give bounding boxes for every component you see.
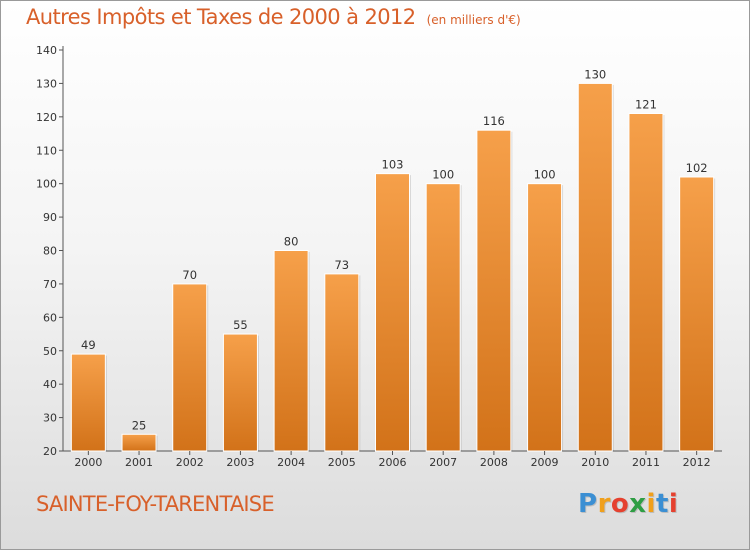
chart-unit: (en milliers d'€) (426, 13, 521, 27)
x-tick-label: 2007 (429, 456, 457, 469)
y-tick-label: 60 (43, 311, 57, 324)
bar (70, 353, 106, 452)
bar-value-label: 100 (432, 168, 454, 182)
bar (375, 173, 410, 452)
bar-value-label: 121 (635, 97, 657, 111)
x-tick-label: 2004 (277, 456, 305, 469)
logo-letter: i (646, 489, 656, 519)
bar (577, 82, 613, 452)
x-tick-label: 2001 (125, 456, 153, 469)
logo-letter: x (629, 489, 647, 519)
proxiti-logo: Proxiti (578, 489, 678, 519)
bar (121, 433, 157, 452)
bar (222, 333, 258, 452)
x-tick-label: 2003 (226, 456, 254, 469)
bar-value-label: 100 (534, 168, 556, 182)
bar-value-label: 102 (686, 161, 708, 175)
bar-value-label: 25 (132, 418, 147, 432)
y-tick-label: 100 (36, 178, 57, 191)
x-tick-label: 2010 (581, 456, 609, 469)
bar (425, 183, 461, 452)
bar (628, 112, 664, 452)
x-tick-label: 2002 (176, 456, 204, 469)
y-tick-label: 90 (43, 211, 57, 224)
logo-letter: r (597, 489, 611, 519)
bar-value-label: 116 (483, 114, 505, 128)
y-tick-label: 30 (43, 412, 57, 425)
bar-value-label: 55 (233, 318, 248, 332)
bar-value-label: 103 (382, 158, 404, 172)
y-tick-label: 110 (36, 144, 57, 157)
y-tick-label: 20 (43, 445, 57, 458)
bar (476, 129, 512, 452)
bar-value-label: 49 (81, 338, 96, 352)
x-tick-label: 2008 (480, 456, 508, 469)
y-tick-label: 50 (43, 345, 57, 358)
logo-letter: i (668, 489, 679, 519)
bar-value-label: 130 (584, 67, 606, 81)
logo-letter: t (655, 489, 669, 519)
bar (679, 176, 715, 452)
y-tick-label: 120 (36, 111, 57, 124)
y-tick-label: 70 (43, 278, 57, 291)
logo-letter: o (610, 489, 630, 519)
y-tick-label: 140 (36, 44, 57, 57)
bar (172, 283, 208, 452)
bar-value-label: 80 (284, 235, 299, 249)
x-tick-label: 2006 (379, 456, 407, 469)
bar-value-label: 70 (182, 268, 197, 282)
y-tick-label: 80 (43, 245, 57, 258)
chart-title-block: Autres Impôts et Taxes de 2000 à 2012 (e… (26, 5, 521, 29)
y-tick-label: 130 (36, 77, 57, 90)
x-tick-label: 2000 (74, 456, 102, 469)
x-tick-label: 2005 (328, 456, 356, 469)
bar (527, 183, 563, 452)
commune-name: SAINTE-FOY-TARENTAISE (36, 492, 275, 516)
x-tick-label: 2009 (531, 456, 559, 469)
y-tick-label: 40 (43, 378, 57, 391)
bar-value-label: 73 (334, 258, 349, 272)
x-tick-label: 2012 (683, 456, 711, 469)
bar (324, 273, 360, 452)
chart-title: Autres Impôts et Taxes de 2000 à 2012 (26, 5, 416, 29)
bar (273, 250, 309, 452)
x-tick-label: 2011 (632, 456, 660, 469)
logo-letter: P (578, 489, 598, 519)
